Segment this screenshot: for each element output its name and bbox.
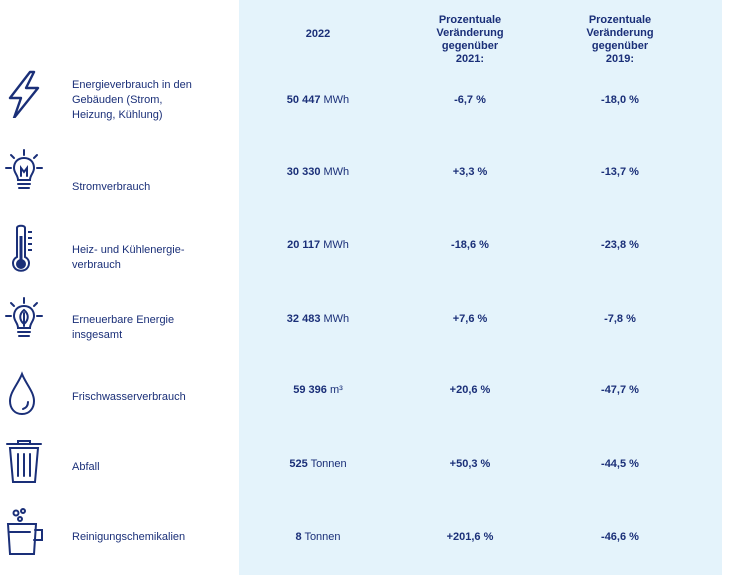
row-change-2019-heating: -23,8 % xyxy=(601,239,639,251)
row-label-energy: Energieverbrauch in den Gebäuden (Strom,… xyxy=(72,79,192,121)
lightbulb-icon xyxy=(4,148,44,196)
row-label-heating: Heiz- und Kühlenergie- verbrauch xyxy=(72,244,185,271)
row-label-chemicals: Reinigungschemikalien xyxy=(72,531,186,543)
cleaning-bucket-icon xyxy=(4,508,44,556)
row-change-2019-electricity: -13,7 % xyxy=(601,166,639,178)
row-change-2021-waste: +50,3 % xyxy=(449,458,491,470)
row-value-water: 59 396 m³ xyxy=(293,384,343,396)
row-change-2021-heating: -18,6 % xyxy=(451,239,489,251)
row-value-renewable: 32 483 MWh xyxy=(286,313,350,325)
header-change-2019: Prozentuale Veränderung gegenüber 2019: xyxy=(586,14,654,65)
trash-bin-icon xyxy=(4,438,44,486)
data-panel xyxy=(239,0,722,575)
row-value-heating: 20 117 MWh xyxy=(287,239,349,251)
leaf-bulb-icon xyxy=(4,296,44,344)
lightning-icon xyxy=(4,70,44,118)
row-label-water: Frischwasserverbrauch xyxy=(72,391,186,403)
water-drop-icon xyxy=(4,370,44,418)
row-label-electricity: Stromverbrauch xyxy=(72,181,151,193)
header-year: 2022 xyxy=(305,28,331,40)
row-change-2019-energy: -18,0 % xyxy=(601,94,639,106)
row-label-waste: Abfall xyxy=(72,461,100,473)
row-change-2021-chemicals: +201,6 % xyxy=(446,531,494,543)
row-change-2019-renewable: -7,8 % xyxy=(604,313,636,325)
row-change-2019-waste: -44,5 % xyxy=(601,458,639,470)
row-value-electricity: 30 330 MWh xyxy=(286,166,350,178)
row-change-2021-electricity: +3,3 % xyxy=(452,166,488,178)
thermometer-icon xyxy=(4,224,44,272)
row-change-2019-chemicals: -46,6 % xyxy=(601,531,639,543)
row-change-2021-energy: -6,7 % xyxy=(454,94,486,106)
header-change-2021: Prozentuale Veränderung gegenüber 2021: xyxy=(436,14,504,65)
row-value-waste: 525 Tonnen xyxy=(289,458,347,470)
row-change-2021-water: +20,6 % xyxy=(449,384,491,396)
row-change-2021-renewable: +7,6 % xyxy=(452,313,488,325)
row-change-2019-water: -47,7 % xyxy=(601,384,639,396)
row-value-chemicals: 8 Tonnen xyxy=(295,531,341,543)
row-value-energy: 50 447 MWh xyxy=(286,94,350,106)
row-label-renewable: Erneuerbare Energie insgesamt xyxy=(72,314,175,341)
